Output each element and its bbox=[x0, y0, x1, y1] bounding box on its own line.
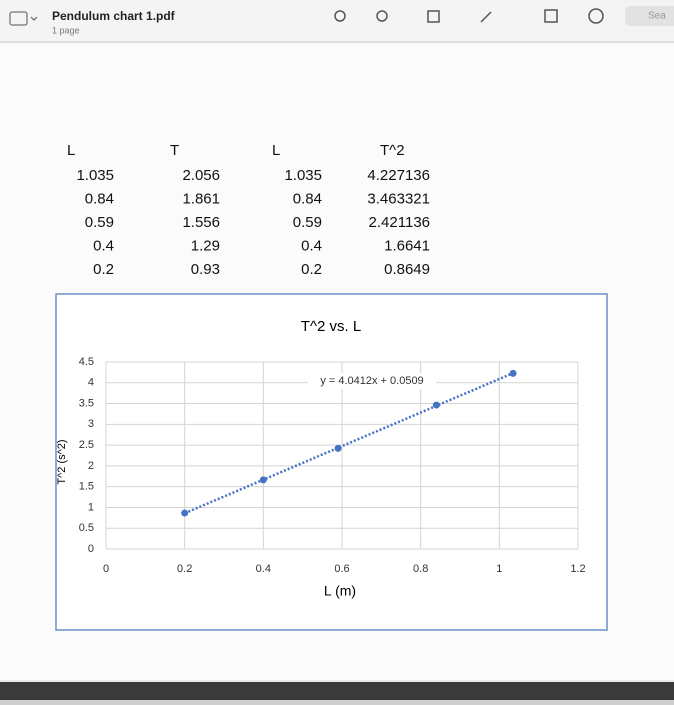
table-cell: 1.035 bbox=[76, 167, 114, 184]
file-name: Pendulum chart 1.pdf bbox=[52, 9, 176, 23]
y-axis-label: T^2 (s^2) bbox=[56, 439, 68, 484]
y-tick-label: 0.5 bbox=[79, 522, 94, 534]
sidebar-menu[interactable] bbox=[30, 16, 38, 21]
data-point bbox=[509, 369, 517, 377]
x-tick-label: 0 bbox=[103, 563, 109, 575]
y-tick-label: 4.5 bbox=[79, 356, 94, 368]
x-tick-label: 0.8 bbox=[413, 563, 428, 575]
y-tick-label: 3.5 bbox=[79, 397, 94, 409]
table-cell: 0.84 bbox=[85, 190, 114, 207]
table-cell: 1.6641 bbox=[384, 237, 430, 254]
x-tick-label: 0.2 bbox=[177, 563, 192, 575]
table-cell: 0.59 bbox=[293, 214, 322, 231]
y-tick-label: 3 bbox=[88, 418, 94, 430]
table-cell: 0.4 bbox=[93, 237, 114, 254]
sidebar-button[interactable] bbox=[9, 11, 28, 26]
table-cell: 1.861 bbox=[182, 190, 220, 207]
search-box[interactable] bbox=[625, 6, 674, 26]
y-tick-label: 0 bbox=[88, 543, 94, 555]
markup[interactable] bbox=[480, 11, 492, 23]
bottom-edge bbox=[0, 682, 674, 700]
table-cell: 1.29 bbox=[191, 237, 220, 254]
rotate[interactable] bbox=[544, 9, 558, 23]
trendline-equation: y = 4.0412x + 0.0509 bbox=[320, 375, 423, 387]
table-header: T^2 bbox=[380, 142, 405, 159]
data-point bbox=[334, 444, 342, 452]
page-count: 1 page bbox=[52, 25, 80, 35]
y-tick-label: 2.5 bbox=[79, 439, 94, 451]
x-axis-label: L (m) bbox=[324, 583, 356, 599]
search-placeholder: Sea bbox=[648, 11, 666, 22]
x-tick-label: 1.2 bbox=[570, 563, 585, 575]
table-cell: 3.463321 bbox=[367, 190, 430, 207]
chart-title: T^2 vs. L bbox=[301, 318, 361, 335]
table-cell: 0.2 bbox=[301, 261, 322, 278]
annotate[interactable] bbox=[588, 8, 604, 24]
y-tick-label: 2 bbox=[88, 460, 94, 472]
table-cell: 1.035 bbox=[284, 167, 322, 184]
table-cell: 2.421136 bbox=[369, 214, 430, 231]
data-point bbox=[259, 476, 267, 484]
table-cell: 0.4 bbox=[301, 237, 322, 254]
table-cell: 4.227136 bbox=[367, 167, 430, 184]
zoom-out[interactable] bbox=[334, 10, 346, 22]
table-header: L bbox=[272, 142, 280, 159]
table-cell: 0.84 bbox=[293, 190, 322, 207]
trendline bbox=[184, 371, 514, 515]
y-tick-label: 1 bbox=[88, 501, 94, 513]
data-point bbox=[181, 509, 189, 517]
x-tick-label: 0.4 bbox=[256, 563, 271, 575]
table-cell: 0.59 bbox=[85, 214, 114, 231]
y-tick-label: 4 bbox=[88, 377, 94, 389]
share[interactable] bbox=[427, 10, 440, 23]
annotation-bg bbox=[308, 373, 436, 389]
zoom-in[interactable] bbox=[376, 10, 388, 22]
table-cell: 0.8649 bbox=[384, 261, 430, 278]
table-cell: 0.2 bbox=[93, 261, 114, 278]
table-cell: 0.93 bbox=[191, 261, 220, 278]
x-tick-label: 0.6 bbox=[334, 563, 349, 575]
x-tick-label: 1 bbox=[496, 563, 502, 575]
y-tick-label: 1.5 bbox=[79, 481, 94, 493]
table-cell: 2.056 bbox=[182, 167, 220, 184]
data-point bbox=[432, 401, 440, 409]
table-header: T bbox=[170, 142, 179, 159]
table-header: L bbox=[67, 142, 75, 159]
toolbar bbox=[0, 0, 674, 42]
table-cell: 1.556 bbox=[182, 214, 220, 231]
chart-frame bbox=[55, 293, 608, 631]
